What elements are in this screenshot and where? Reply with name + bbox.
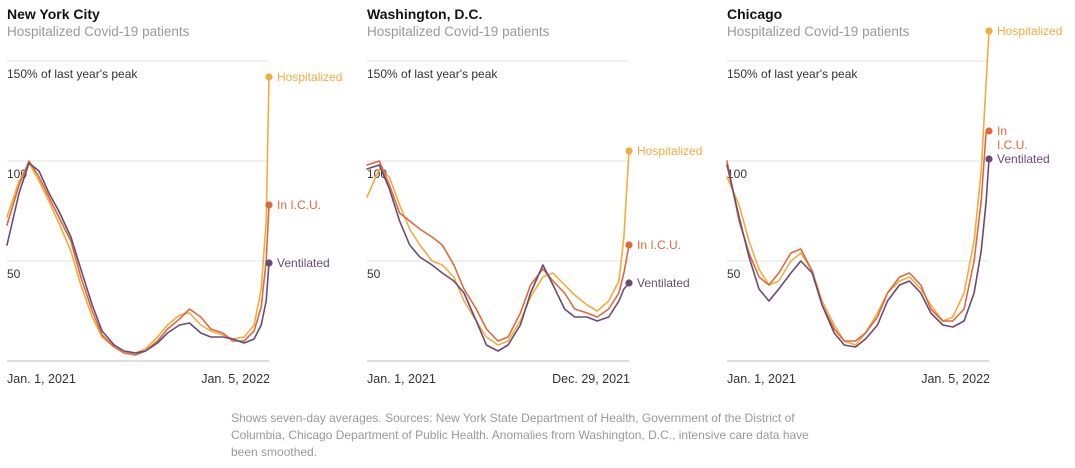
series-end-label-icu: In I.C.U. <box>997 124 1028 152</box>
y-reference-label: 50 <box>727 267 741 281</box>
series-line-ventilated <box>726 158 990 348</box>
x-tick-label: Jan. 1, 2021 <box>727 372 796 386</box>
series-line-ventilated <box>366 164 630 352</box>
y-reference-label: 50 <box>367 267 381 281</box>
x-tick-label: Jan. 1, 2021 <box>367 372 436 386</box>
series-end-label-icu: In I.C.U. <box>277 198 321 212</box>
source-footnote: Shows seven-day averages. Sources: New Y… <box>231 411 809 459</box>
x-tick-label: Jan. 5, 2022 <box>201 372 270 386</box>
y-reference-label: 150% of last year's peak <box>367 67 498 81</box>
chart-title: Washington, D.C. <box>367 6 483 22</box>
series-end-label-hospitalized: Hospitalized <box>997 24 1062 38</box>
series-endpoint-hospitalized <box>625 147 633 155</box>
series-endpoint-icu <box>985 127 993 135</box>
series-line-hospitalized <box>366 150 630 346</box>
x-tick-label: Dec. 29, 2021 <box>552 372 630 386</box>
chart-subtitle: Hospitalized Covid-19 patients <box>7 24 190 39</box>
series-line-icu <box>6 160 270 356</box>
series-endpoint-icu <box>265 201 273 209</box>
x-tick-label: Jan. 5, 2022 <box>921 372 990 386</box>
series-end-label-ventilated: Ventilated <box>997 152 1050 166</box>
chart-panel-new-york-city: New York City Hospitalized Covid-19 pati… <box>6 0 342 400</box>
y-reference-label: 150% of last year's peak <box>7 67 138 81</box>
series-endpoint-hospitalized <box>265 73 273 81</box>
chart-panel-washington-dc: Washington, D.C. Hospitalized Covid-19 p… <box>366 0 702 400</box>
series-endpoint-ventilated <box>265 259 273 267</box>
series-endpoint-icu <box>625 241 633 249</box>
series-endpoint-ventilated <box>625 279 633 287</box>
series-end-label-icu: In I.C.U. <box>637 238 681 252</box>
chart-title: Chicago <box>727 6 783 22</box>
chart-title: New York City <box>7 6 100 22</box>
chart-subtitle: Hospitalized Covid-19 patients <box>367 24 550 39</box>
series-line-icu <box>726 130 990 342</box>
series-line-ventilated <box>6 162 270 354</box>
series-endpoint-hospitalized <box>985 27 993 35</box>
y-reference-label: 100 <box>727 167 747 181</box>
series-line-icu <box>366 160 630 342</box>
series-line-hospitalized <box>6 76 270 354</box>
series-end-label-hospitalized: Hospitalized <box>637 144 702 158</box>
chart-subtitle: Hospitalized Covid-19 patients <box>727 24 910 39</box>
y-reference-label: 50 <box>7 267 21 281</box>
series-endpoint-ventilated <box>985 155 993 163</box>
series-end-label-hospitalized: Hospitalized <box>277 70 342 84</box>
series-end-label-ventilated: Ventilated <box>277 256 330 270</box>
x-tick-label: Jan. 1, 2021 <box>7 372 76 386</box>
y-reference-label: 150% of last year's peak <box>727 67 858 81</box>
line-chart: 150% of last year's peak 100 50 Jan. 1, 202… <box>726 24 1062 386</box>
chart-panel-chicago: Chicago Hospitalized Covid-19 patients 1… <box>726 0 1062 400</box>
series-end-label-ventilated: Ventilated <box>637 276 690 290</box>
